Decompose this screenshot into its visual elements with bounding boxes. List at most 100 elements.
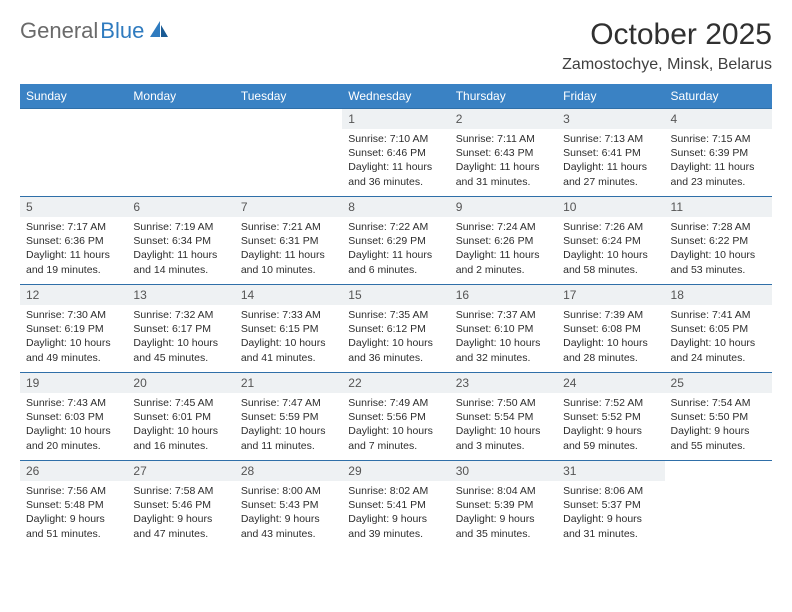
sunset-text: Sunset: 5:50 PM	[671, 410, 766, 424]
calendar-week-row: 19Sunrise: 7:43 AMSunset: 6:03 PMDayligh…	[20, 372, 772, 460]
sunrise-text: Sunrise: 7:19 AM	[133, 220, 228, 234]
day-number: 5	[20, 196, 127, 217]
calendar-cell	[235, 108, 342, 196]
day-details: Sunrise: 7:45 AMSunset: 6:01 PMDaylight:…	[127, 393, 234, 457]
day-number: 20	[127, 372, 234, 393]
calendar-cell	[20, 108, 127, 196]
day-details: Sunrise: 7:28 AMSunset: 6:22 PMDaylight:…	[665, 217, 772, 281]
calendar-cell: 28Sunrise: 8:00 AMSunset: 5:43 PMDayligh…	[235, 460, 342, 548]
day-details: Sunrise: 7:19 AMSunset: 6:34 PMDaylight:…	[127, 217, 234, 281]
calendar-cell: 8Sunrise: 7:22 AMSunset: 6:29 PMDaylight…	[342, 196, 449, 284]
sunrise-text: Sunrise: 7:28 AM	[671, 220, 766, 234]
daylight-text: Daylight: 10 hours and 24 minutes.	[671, 336, 766, 364]
calendar-cell: 17Sunrise: 7:39 AMSunset: 6:08 PMDayligh…	[557, 284, 664, 372]
sunrise-text: Sunrise: 7:24 AM	[456, 220, 551, 234]
day-details: Sunrise: 8:06 AMSunset: 5:37 PMDaylight:…	[557, 481, 664, 545]
daylight-text: Daylight: 10 hours and 28 minutes.	[563, 336, 658, 364]
day-details: Sunrise: 7:26 AMSunset: 6:24 PMDaylight:…	[557, 217, 664, 281]
calendar-cell: 1Sunrise: 7:10 AMSunset: 6:46 PMDaylight…	[342, 108, 449, 196]
day-details: Sunrise: 7:33 AMSunset: 6:15 PMDaylight:…	[235, 305, 342, 369]
day-details: Sunrise: 7:37 AMSunset: 6:10 PMDaylight:…	[450, 305, 557, 369]
calendar-cell: 16Sunrise: 7:37 AMSunset: 6:10 PMDayligh…	[450, 284, 557, 372]
location-text: Zamostochye, Minsk, Belarus	[562, 56, 772, 74]
sunset-text: Sunset: 6:41 PM	[563, 146, 658, 160]
daylight-text: Daylight: 11 hours and 27 minutes.	[563, 160, 658, 188]
day-details: Sunrise: 7:35 AMSunset: 6:12 PMDaylight:…	[342, 305, 449, 369]
calendar-page: General Blue October 2025 Zamostochye, M…	[0, 0, 792, 558]
sunrise-text: Sunrise: 7:37 AM	[456, 308, 551, 322]
day-details: Sunrise: 7:49 AMSunset: 5:56 PMDaylight:…	[342, 393, 449, 457]
day-number: 16	[450, 284, 557, 305]
day-details: Sunrise: 7:50 AMSunset: 5:54 PMDaylight:…	[450, 393, 557, 457]
daylight-text: Daylight: 10 hours and 36 minutes.	[348, 336, 443, 364]
day-details: Sunrise: 7:15 AMSunset: 6:39 PMDaylight:…	[665, 129, 772, 193]
sail-icon	[148, 19, 170, 44]
sunset-text: Sunset: 6:22 PM	[671, 234, 766, 248]
sunrise-text: Sunrise: 7:33 AM	[241, 308, 336, 322]
sunset-text: Sunset: 5:37 PM	[563, 498, 658, 512]
day-details: Sunrise: 8:02 AMSunset: 5:41 PMDaylight:…	[342, 481, 449, 545]
daylight-text: Daylight: 10 hours and 7 minutes.	[348, 424, 443, 452]
calendar-cell: 3Sunrise: 7:13 AMSunset: 6:41 PMDaylight…	[557, 108, 664, 196]
day-details: Sunrise: 7:22 AMSunset: 6:29 PMDaylight:…	[342, 217, 449, 281]
day-number: 24	[557, 372, 664, 393]
day-number: 6	[127, 196, 234, 217]
sunset-text: Sunset: 6:12 PM	[348, 322, 443, 336]
daylight-text: Daylight: 11 hours and 31 minutes.	[456, 160, 551, 188]
day-details: Sunrise: 7:39 AMSunset: 6:08 PMDaylight:…	[557, 305, 664, 369]
day-details: Sunrise: 7:52 AMSunset: 5:52 PMDaylight:…	[557, 393, 664, 457]
calendar-cell: 29Sunrise: 8:02 AMSunset: 5:41 PMDayligh…	[342, 460, 449, 548]
day-details: Sunrise: 7:17 AMSunset: 6:36 PMDaylight:…	[20, 217, 127, 281]
calendar-cell	[665, 460, 772, 548]
day-number: 2	[450, 108, 557, 129]
sunset-text: Sunset: 5:43 PM	[241, 498, 336, 512]
header: General Blue October 2025 Zamostochye, M…	[20, 18, 772, 74]
sunrise-text: Sunrise: 7:22 AM	[348, 220, 443, 234]
day-number: 31	[557, 460, 664, 481]
sunrise-text: Sunrise: 7:21 AM	[241, 220, 336, 234]
sunset-text: Sunset: 5:59 PM	[241, 410, 336, 424]
day-header: Tuesday	[235, 84, 342, 108]
sunrise-text: Sunrise: 7:32 AM	[133, 308, 228, 322]
calendar-cell: 31Sunrise: 8:06 AMSunset: 5:37 PMDayligh…	[557, 460, 664, 548]
sunset-text: Sunset: 5:41 PM	[348, 498, 443, 512]
day-header: Saturday	[665, 84, 772, 108]
day-details: Sunrise: 7:24 AMSunset: 6:26 PMDaylight:…	[450, 217, 557, 281]
calendar-cell: 23Sunrise: 7:50 AMSunset: 5:54 PMDayligh…	[450, 372, 557, 460]
day-details: Sunrise: 7:47 AMSunset: 5:59 PMDaylight:…	[235, 393, 342, 457]
sunrise-text: Sunrise: 8:02 AM	[348, 484, 443, 498]
sunrise-text: Sunrise: 7:10 AM	[348, 132, 443, 146]
daylight-text: Daylight: 10 hours and 53 minutes.	[671, 248, 766, 276]
calendar-header-row: SundayMondayTuesdayWednesdayThursdayFrid…	[20, 84, 772, 108]
sunset-text: Sunset: 6:05 PM	[671, 322, 766, 336]
sunset-text: Sunset: 6:26 PM	[456, 234, 551, 248]
sunrise-text: Sunrise: 7:30 AM	[26, 308, 121, 322]
calendar-cell: 7Sunrise: 7:21 AMSunset: 6:31 PMDaylight…	[235, 196, 342, 284]
day-number: 25	[665, 372, 772, 393]
logo: General Blue	[20, 18, 170, 44]
sunrise-text: Sunrise: 7:41 AM	[671, 308, 766, 322]
day-number	[127, 108, 234, 129]
sunset-text: Sunset: 6:39 PM	[671, 146, 766, 160]
sunset-text: Sunset: 6:08 PM	[563, 322, 658, 336]
sunrise-text: Sunrise: 7:56 AM	[26, 484, 121, 498]
calendar-week-row: 12Sunrise: 7:30 AMSunset: 6:19 PMDayligh…	[20, 284, 772, 372]
logo-text-blue: Blue	[100, 18, 144, 44]
calendar-week-row: 5Sunrise: 7:17 AMSunset: 6:36 PMDaylight…	[20, 196, 772, 284]
day-number: 17	[557, 284, 664, 305]
day-number: 19	[20, 372, 127, 393]
sunset-text: Sunset: 5:52 PM	[563, 410, 658, 424]
sunrise-text: Sunrise: 7:35 AM	[348, 308, 443, 322]
sunset-text: Sunset: 6:10 PM	[456, 322, 551, 336]
day-number: 15	[342, 284, 449, 305]
calendar-week-row: 26Sunrise: 7:56 AMSunset: 5:48 PMDayligh…	[20, 460, 772, 548]
calendar-cell: 18Sunrise: 7:41 AMSunset: 6:05 PMDayligh…	[665, 284, 772, 372]
sunset-text: Sunset: 6:43 PM	[456, 146, 551, 160]
calendar-cell: 4Sunrise: 7:15 AMSunset: 6:39 PMDaylight…	[665, 108, 772, 196]
day-number: 28	[235, 460, 342, 481]
sunrise-text: Sunrise: 7:52 AM	[563, 396, 658, 410]
calendar-cell: 13Sunrise: 7:32 AMSunset: 6:17 PMDayligh…	[127, 284, 234, 372]
day-number	[235, 108, 342, 129]
day-header: Friday	[557, 84, 664, 108]
calendar-cell: 26Sunrise: 7:56 AMSunset: 5:48 PMDayligh…	[20, 460, 127, 548]
